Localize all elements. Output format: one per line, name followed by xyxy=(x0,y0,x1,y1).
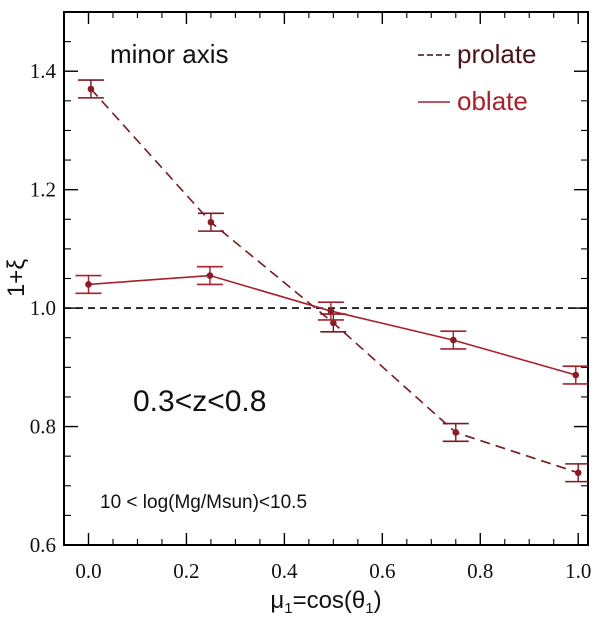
data-point xyxy=(87,85,95,93)
annotation-minor-axis: minor axis xyxy=(110,39,228,69)
legend-oblate-label: oblate xyxy=(457,86,528,116)
x-axis-label: μ1=cos(θ1) xyxy=(270,587,381,617)
data-point xyxy=(327,307,335,315)
x-label-sub1: 1 xyxy=(284,600,292,617)
data-point xyxy=(85,281,92,288)
x-tick-label: 0.0 xyxy=(75,559,101,583)
data-point xyxy=(452,429,460,436)
y-tick-label: 1.0 xyxy=(30,296,56,320)
data-point xyxy=(450,336,457,344)
series-layer xyxy=(75,79,588,483)
x-tick-label: 0.6 xyxy=(369,559,395,583)
x-label-mu: μ xyxy=(270,587,284,614)
y-tick-label: 0.6 xyxy=(30,533,56,557)
annotation-redshift: 0.3<z<0.8 xyxy=(133,385,266,418)
y-tick-label: 1.2 xyxy=(30,178,56,202)
data-point xyxy=(574,469,582,477)
y-tick-label: 1.4 xyxy=(30,59,57,83)
data-point xyxy=(207,218,215,226)
x-label-cos: =cos(θ xyxy=(293,587,366,614)
series-prolate xyxy=(77,79,588,483)
legend: prolate oblate xyxy=(418,39,537,116)
y-axis-label: 1+ξ xyxy=(3,259,30,297)
x-tick-label: 0.4 xyxy=(271,559,298,583)
x-tick-label: 1.0 xyxy=(565,559,591,583)
x-tick-label: 0.8 xyxy=(467,559,493,583)
legend-prolate-label: prolate xyxy=(457,39,537,69)
x-tick-label: 0.2 xyxy=(173,559,199,583)
data-point xyxy=(206,272,214,279)
x-label-close: ) xyxy=(374,587,382,614)
x-label-sub2: 1 xyxy=(365,600,373,617)
data-point xyxy=(572,371,580,379)
annotation-mass-range: 10 < log(Mg/Msun)<10.5 xyxy=(100,492,307,513)
axis-ticks xyxy=(64,11,588,546)
y-tick-label: 0.8 xyxy=(30,415,56,439)
series-oblate xyxy=(75,265,588,385)
data-point xyxy=(330,319,337,327)
tick-labels: 0.0 0.2 0.4 0.6 0.8 1.0 0.6 0.8 1.0 1.2 1.4 xyxy=(30,59,592,583)
